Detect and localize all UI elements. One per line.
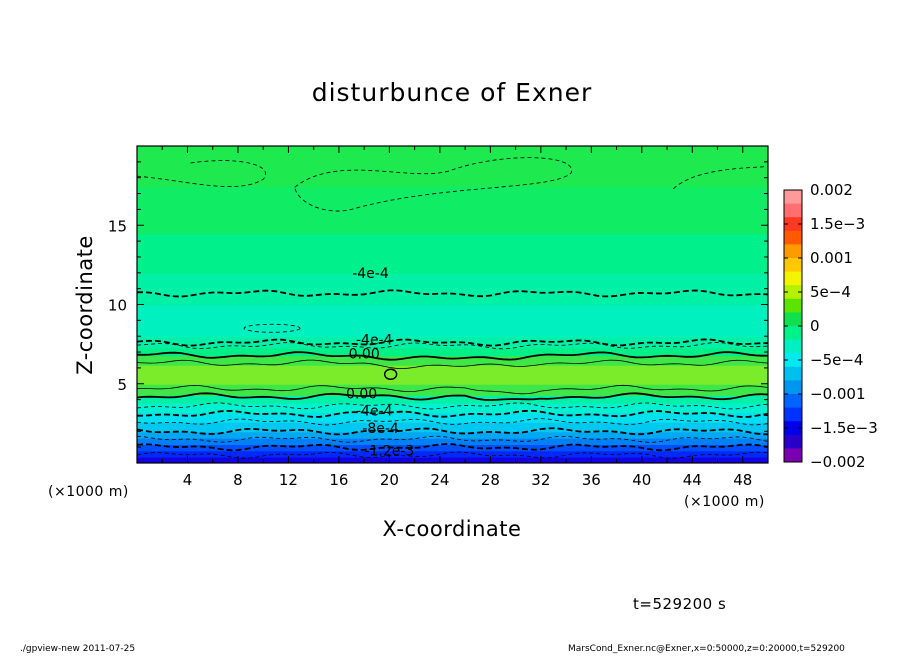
colorbar-tick-label: 0 [810,317,820,335]
colorbar-cell [784,366,802,381]
colorbar-tick-label: 1.5e−3 [810,215,865,233]
color-band [137,455,768,463]
contour-line [137,427,768,436]
x-tick-label: 8 [233,471,243,489]
footer-left: ./gpview-new 2011-07-25 [20,644,135,654]
colorbar-cell [784,407,802,422]
colorbar-cell [784,380,802,395]
colorbar-cell [784,244,802,259]
colorbar-tick-label: −1.5e−3 [810,419,878,437]
x-tick-label: 12 [279,471,298,489]
contour-line [137,289,768,298]
y-tick-label: 5 [117,376,127,394]
colorbar-cell [784,421,802,436]
x-tick-label: 40 [632,471,651,489]
contour-line [137,418,768,426]
contour-line [137,409,768,418]
y-tick-label: 10 [108,297,127,315]
contour-label: 0.00 [349,347,380,363]
color-band [137,146,768,187]
contour-label: -4e-4 [352,266,389,282]
contour-label: -4e-4 [356,332,393,348]
y-axis-title: Z-coordinate [73,235,97,375]
colorbar-cell [784,190,802,205]
contour-label: -4e-4 [356,404,393,420]
colorbar-tick-label: 0.001 [810,249,853,267]
time-label: t=529200 s [633,595,726,613]
contour-line [137,160,266,187]
contour-line [137,342,768,350]
contour-line [137,443,768,452]
x-tick-label: 16 [329,471,348,489]
plot-area: -1.2e-3-8e-4-4e-40.000.00-4e-4-4e-4 4 8 12… [108,145,769,489]
x-tick-label: 24 [430,471,449,489]
colorbar-cell [784,312,802,327]
colorbar-cell [784,326,802,341]
colorbar-cell [784,217,802,232]
color-band [137,354,768,366]
color-band [137,411,768,423]
color-band [137,346,768,357]
color-band [137,363,768,385]
color-band [137,449,768,458]
colorbar-cell [784,285,802,300]
color-band [137,382,768,396]
x-tick-label: 20 [380,471,399,489]
x-tick-label: 28 [481,471,500,489]
color-band [137,401,768,414]
contour-label: -1.2e-3 [364,443,414,459]
x-tick-label: 32 [531,471,550,489]
x-tick-label: 36 [582,471,601,489]
colorbar-tick-label: −0.001 [810,385,866,403]
color-band [137,393,768,404]
contour-line [137,451,768,459]
contour-line [137,359,768,370]
x-axis-title: X-coordinate [383,517,522,541]
color-band [137,430,768,439]
colorbar-cell [784,230,802,245]
colorbar-tick-label: −0.002 [810,453,866,471]
x-unit-label: (×1000 m) [684,494,765,510]
colorbar: 0.002 1.5e−3 0.001 5e−4 0 −5e−4 −0.001 −1.5e−3 −… [783,181,878,471]
color-band [137,436,768,445]
color-band [137,271,768,306]
colorbar-cell [784,448,802,463]
y-tick-label: 15 [108,217,127,235]
x-tick-label: 44 [683,471,702,489]
contour-line [137,435,768,443]
color-band [137,420,768,433]
colorbar-tick-label: −5e−4 [810,351,863,369]
color-band [137,442,768,452]
color-band [137,184,768,235]
contour-line [673,166,768,190]
contour-line [137,392,768,401]
color-band [137,232,768,274]
colorbar-cell [784,434,802,449]
contour-label: 0.00 [346,386,377,402]
contour-line [137,338,768,347]
colorbar-cell [784,394,802,409]
colorbar-tick-label: 5e−4 [810,283,851,301]
y-unit-label: (×1000 m) [48,484,129,500]
contour-line [137,384,768,395]
colorbar-cell [784,298,802,313]
contour-line [294,157,572,212]
x-tick-label: 4 [183,471,193,489]
contour-line [137,351,768,361]
colorbar-cell [784,203,802,218]
contour-loop [383,368,398,380]
colorbar-tick-label: 0.002 [810,181,853,199]
colorbar-cell [784,353,802,368]
chart-title: disturbunce of Exner [312,78,593,107]
x-tick-label: 48 [733,471,752,489]
footer-right: MarsCond_Exner.nc@Exner,x=0:50000,z=0:20… [568,644,845,654]
color-band [137,303,768,338]
colorbar-cell [784,339,802,354]
colorbar-cell [784,271,802,286]
contour-label: -8e-4 [362,421,399,437]
colorbar-cell [784,258,802,273]
contour-loop [243,323,301,333]
contour-line [137,402,768,410]
